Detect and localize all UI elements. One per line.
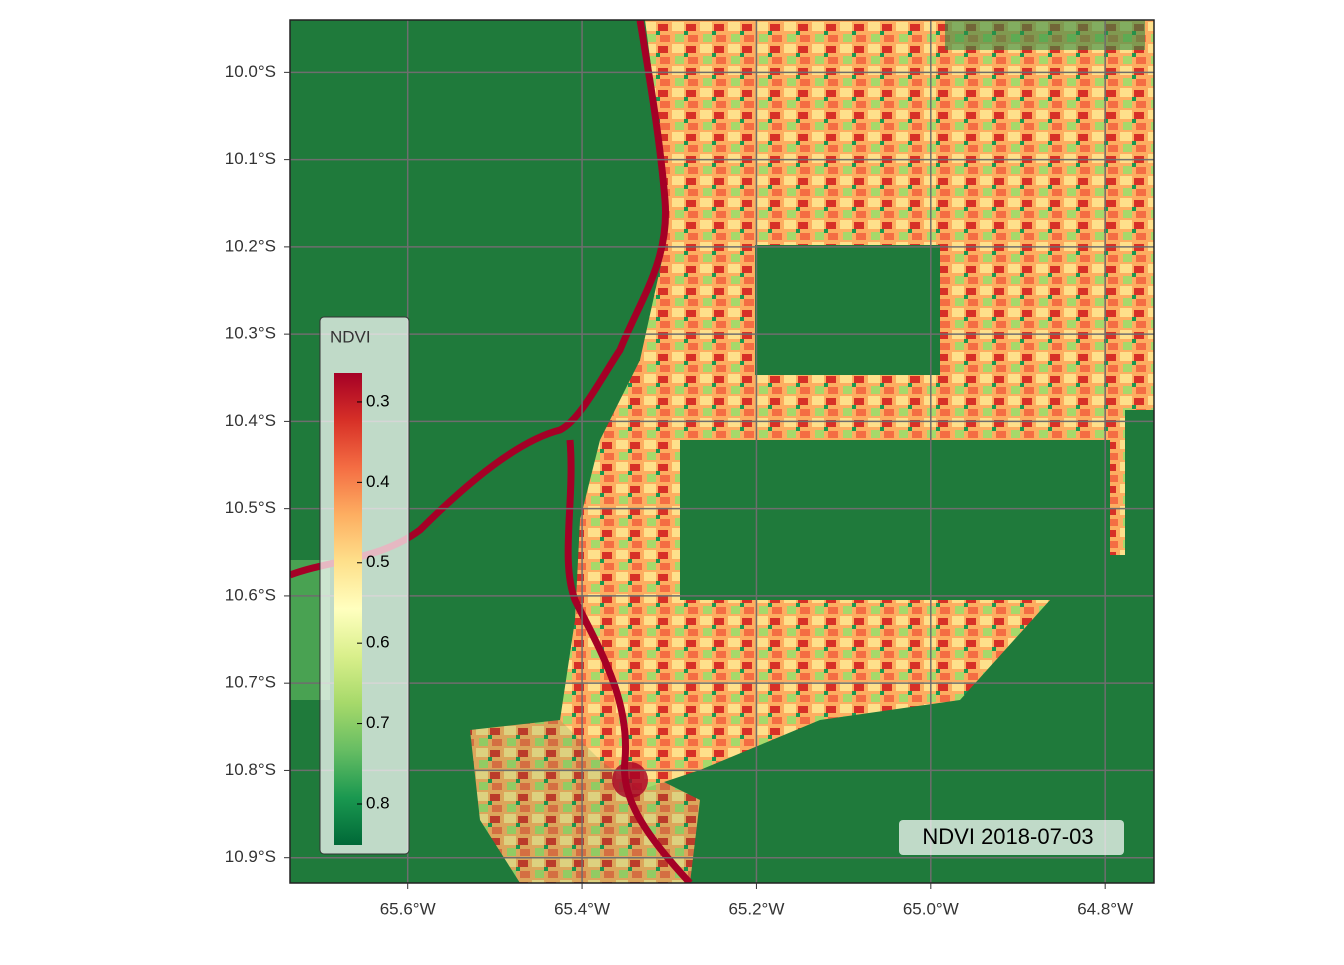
- y-tick-label: 10.5°S: [225, 498, 276, 517]
- grid: [290, 20, 1154, 883]
- legend-tick-label: 0.4: [366, 472, 390, 491]
- y-tick-label: 10.4°S: [225, 411, 276, 430]
- y-tick-label: 10.9°S: [225, 847, 276, 866]
- y-tick-label: 10.0°S: [225, 62, 276, 81]
- annotation: NDVI 2018-07-03: [899, 820, 1124, 855]
- x-tick-label: 65.2°W: [728, 899, 784, 918]
- x-tick-label: 65.0°W: [903, 899, 959, 918]
- y-tick-label: 10.3°S: [225, 324, 276, 343]
- legend-tick-label: 0.7: [366, 713, 390, 732]
- y-tick-label: 10.6°S: [225, 585, 276, 604]
- legend: NDVI 0.3 0.4 0.5 0.6 0.7 0.8: [319, 316, 410, 855]
- legend-tick-label: 0.5: [366, 552, 390, 571]
- legend-tick-label: 0.8: [366, 793, 390, 812]
- panel-border: [289, 19, 1155, 884]
- x-tick-label: 65.6°W: [380, 899, 436, 918]
- annotation-box: [899, 820, 1124, 855]
- y-tick-label: 10.2°S: [225, 236, 276, 255]
- y-tick-label: 10.7°S: [225, 673, 276, 692]
- y-tick-label: 10.8°S: [225, 760, 276, 779]
- y-tick-label: 10.1°S: [225, 149, 276, 168]
- legend-title: NDVI: [330, 327, 371, 346]
- x-tick-label: 65.4°W: [554, 899, 610, 918]
- legend-tick-label: 0.3: [366, 391, 390, 410]
- annotation-text: NDVI 2018-07-03: [922, 824, 1093, 849]
- color-bar: [334, 373, 362, 845]
- legend-box: [319, 316, 410, 855]
- raster: [290, 20, 1154, 883]
- x-tick-label: 64.8°W: [1077, 899, 1133, 918]
- legend-tick-label: 0.6: [366, 633, 390, 652]
